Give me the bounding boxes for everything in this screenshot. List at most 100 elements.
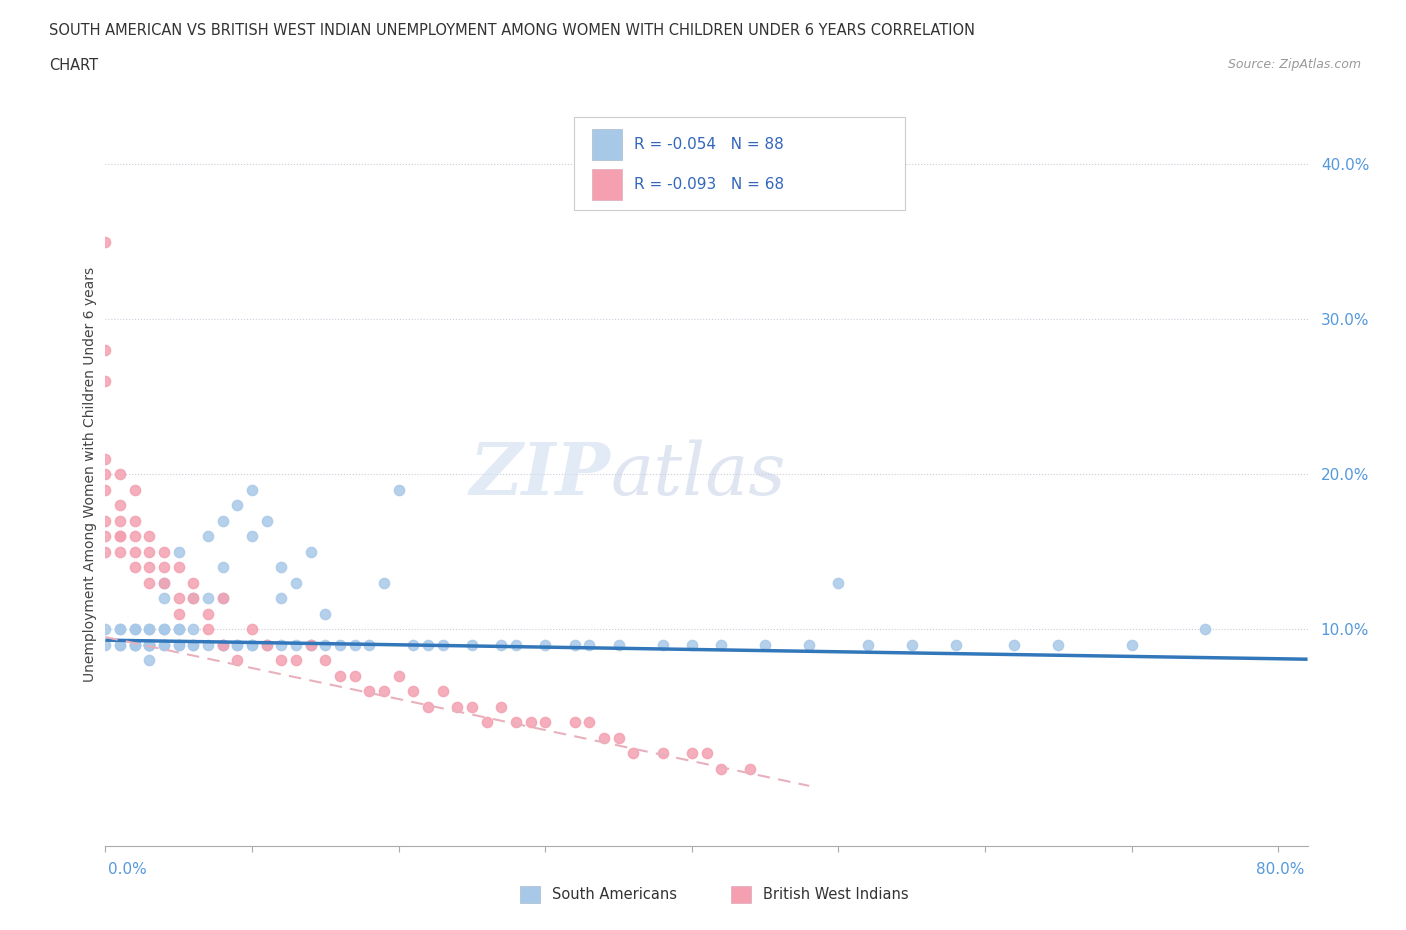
Point (94, 343, 117, 358)
Point (432, 637, 454, 652)
Point (183, 591, 205, 605)
Point (94, 467, 117, 482)
Point (299, 637, 322, 652)
Point (827, 576, 849, 591)
Point (754, 637, 776, 652)
Text: ZIP: ZIP (470, 439, 610, 510)
Point (183, 637, 205, 652)
Point (461, 637, 484, 652)
Point (183, 622, 205, 637)
Point (270, 653, 292, 668)
Point (94, 513, 117, 528)
Point (94, 374, 117, 389)
Point (519, 715, 541, 730)
Point (432, 684, 454, 698)
Point (138, 637, 160, 652)
Point (167, 622, 190, 637)
Point (681, 637, 703, 652)
Point (416, 637, 439, 652)
Point (256, 637, 278, 652)
Point (153, 576, 176, 591)
Point (124, 483, 146, 498)
Point (797, 637, 820, 652)
Point (329, 637, 352, 652)
Point (138, 544, 160, 559)
Point (359, 637, 381, 652)
Point (197, 529, 219, 544)
Point (138, 576, 160, 591)
Point (402, 637, 425, 652)
Point (740, 762, 762, 777)
Point (94, 483, 117, 498)
Point (402, 684, 425, 698)
Point (388, 483, 411, 498)
Point (446, 699, 468, 714)
Point (167, 622, 190, 637)
Point (153, 591, 176, 605)
Point (124, 637, 146, 652)
Point (491, 699, 513, 714)
Point (108, 498, 131, 512)
Point (94, 529, 117, 544)
Point (167, 544, 190, 559)
Point (373, 576, 395, 591)
Point (124, 622, 146, 637)
Point (108, 622, 131, 637)
Point (138, 529, 160, 544)
Text: Source: ZipAtlas.com: Source: ZipAtlas.com (1227, 58, 1361, 71)
Point (94, 637, 117, 652)
Point (211, 513, 233, 528)
Point (564, 715, 586, 730)
Point (108, 529, 131, 544)
Point (153, 576, 176, 591)
Point (183, 576, 205, 591)
Point (138, 622, 160, 637)
Point (197, 622, 219, 637)
Point (108, 637, 131, 652)
Point (183, 591, 205, 605)
Point (167, 560, 190, 575)
Point (153, 560, 176, 575)
Text: atlas: atlas (610, 439, 786, 510)
Point (94, 544, 117, 559)
Point (226, 637, 249, 652)
Point (153, 544, 176, 559)
Point (94, 234, 117, 249)
Point (314, 653, 336, 668)
Point (343, 637, 366, 652)
Point (167, 637, 190, 652)
Point (945, 637, 967, 652)
Point (593, 730, 616, 745)
Point (197, 591, 219, 605)
Point (94, 622, 117, 637)
Text: CHART: CHART (49, 58, 98, 73)
Point (314, 606, 336, 621)
Point (108, 513, 131, 528)
Point (607, 637, 630, 652)
Point (651, 637, 673, 652)
Point (138, 653, 160, 668)
Point (108, 622, 131, 637)
Point (240, 529, 263, 544)
Point (1002, 637, 1025, 652)
Point (695, 746, 717, 761)
Text: 80.0%: 80.0% (1257, 862, 1305, 877)
Point (270, 560, 292, 575)
Point (197, 606, 219, 621)
Point (138, 637, 160, 652)
Point (299, 544, 322, 559)
Point (299, 637, 322, 652)
Point (314, 637, 336, 652)
Point (505, 637, 527, 652)
Point (108, 467, 131, 482)
Point (240, 622, 263, 637)
Point (167, 591, 190, 605)
Text: R = -0.054   N = 88: R = -0.054 N = 88 (634, 138, 785, 153)
Point (285, 576, 308, 591)
Text: SOUTH AMERICAN VS BRITISH WEST INDIAN UNEMPLOYMENT AMONG WOMEN WITH CHILDREN UND: SOUTH AMERICAN VS BRITISH WEST INDIAN UN… (49, 23, 976, 38)
Point (108, 544, 131, 559)
Point (475, 715, 498, 730)
Point (124, 544, 146, 559)
Point (534, 637, 557, 652)
Point (153, 622, 176, 637)
